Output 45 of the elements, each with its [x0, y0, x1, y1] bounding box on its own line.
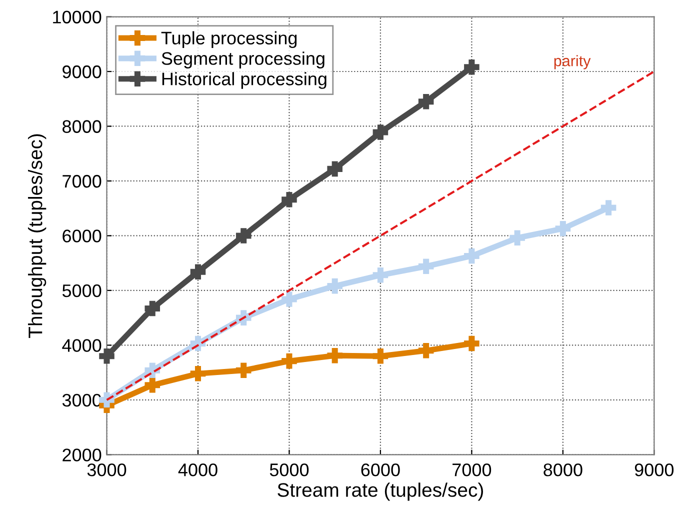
y-tick-label: 7000: [62, 174, 102, 188]
point: [144, 300, 160, 316]
point: [282, 353, 297, 369]
point: [327, 278, 342, 294]
x-tick-label: 3000: [87, 463, 126, 476]
x-tick-label: 9000: [634, 463, 674, 476]
legend-label: Historical processing: [162, 72, 326, 89]
y-tick-label: 9000: [62, 65, 102, 78]
x-axis-title: Stream rate (tuples/sec): [278, 482, 483, 501]
point: [418, 343, 434, 358]
x-tick-label: 6000: [361, 463, 400, 476]
point: [418, 258, 434, 274]
point: [327, 348, 342, 364]
point: [372, 124, 388, 140]
point: [464, 248, 480, 264]
point: [144, 378, 160, 393]
point: [510, 230, 525, 246]
y-tick-label: 4000: [62, 339, 102, 352]
point: [555, 220, 571, 236]
legend-label: Tuple processing: [161, 31, 297, 48]
point: [282, 292, 297, 307]
point: [236, 228, 252, 244]
y-tick-label: 6000: [62, 230, 102, 242]
legend-label: Segment processing: [162, 52, 324, 68]
x-tick-label: 5000: [270, 463, 309, 476]
point: [464, 59, 480, 75]
point: [236, 362, 252, 378]
x-tick-label: 7000: [452, 463, 492, 476]
y-tick-label: 2000: [62, 448, 102, 462]
point: [600, 200, 616, 216]
y-tick-label: 5000: [62, 284, 102, 298]
x-tick-label: 4000: [178, 463, 218, 476]
point: [464, 336, 480, 352]
point: [327, 161, 342, 177]
point: [372, 348, 388, 364]
annotation: parity: [554, 55, 591, 70]
point: [190, 366, 206, 382]
y-axis-title: Throughput (tuples/sec): [28, 134, 46, 338]
y-tick-label: 10000: [53, 10, 102, 24]
x-tick-label: 8000: [544, 463, 582, 476]
point: [372, 267, 388, 283]
point: [418, 94, 434, 110]
point: [190, 264, 206, 280]
y-tick-label: 8000: [62, 120, 102, 133]
point: [282, 192, 297, 208]
